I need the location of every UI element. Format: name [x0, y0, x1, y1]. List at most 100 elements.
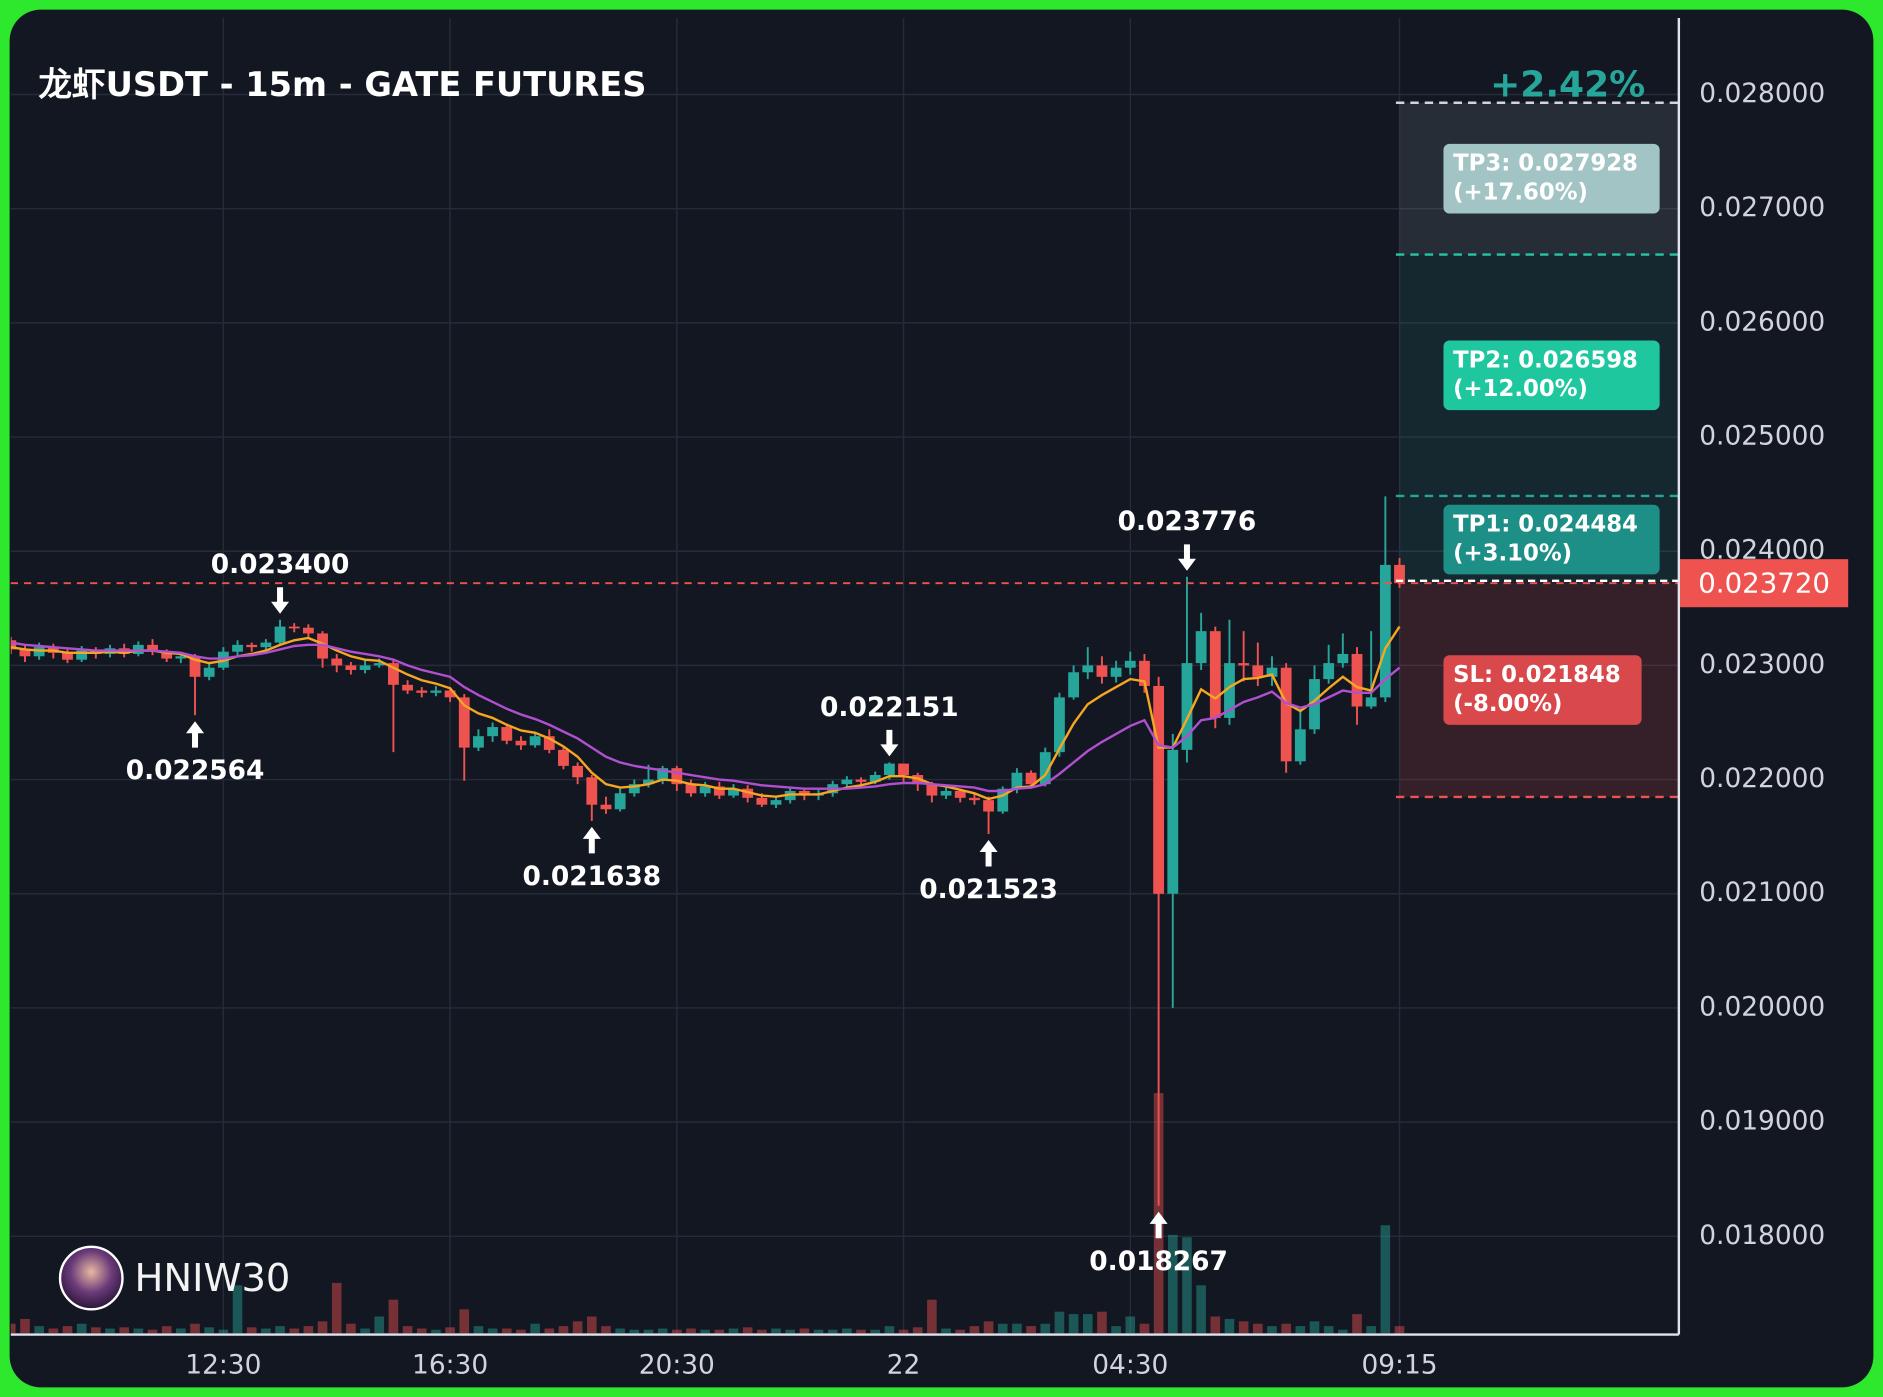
candle-body: [1294, 729, 1306, 762]
volume-bar: [161, 1326, 172, 1334]
volume-bar: [757, 1329, 767, 1334]
candle-body: [685, 784, 697, 794]
volume-bar: [1097, 1311, 1107, 1334]
volume-bar: [190, 1323, 200, 1334]
candle-body: [529, 736, 541, 746]
candle-body: [1337, 653, 1349, 664]
candle-body: [1181, 663, 1193, 750]
volume-bar: [487, 1328, 498, 1334]
volume-bar: [204, 1327, 214, 1334]
candle-body: [841, 779, 853, 785]
candle-body: [954, 790, 966, 798]
volume-bar: [1182, 1237, 1192, 1334]
volume-bar: [1394, 1326, 1405, 1334]
candle-body: [388, 663, 399, 685]
volume-bar: [1238, 1321, 1249, 1334]
volume-bar: [1295, 1326, 1306, 1334]
candle-body: [274, 626, 286, 643]
level-box: [1443, 340, 1660, 411]
volume-bar: [76, 1323, 87, 1334]
candle-body: [1209, 631, 1221, 718]
candle-body: [430, 690, 442, 693]
volume-bar: [572, 1321, 583, 1334]
candle-body: [1379, 564, 1391, 698]
candle-body: [1110, 667, 1122, 677]
volume-bar: [10, 1323, 16, 1334]
overlay-layer: 0.018000 0.019000 0.020000 0.021000 0.022000…: [10, 78, 1849, 1380]
y-tick-label: 0.025000: [1699, 421, 1825, 452]
volume-bar: [785, 1329, 795, 1334]
y-tick-label: 0.019000: [1699, 1106, 1825, 1137]
candle-body: [926, 784, 938, 796]
volume-bar: [48, 1328, 59, 1334]
candle-body: [62, 652, 73, 660]
volume-bar: [516, 1329, 526, 1334]
watermark-avatar: [58, 1245, 124, 1311]
volume-bar: [997, 1323, 1008, 1334]
candle-body: [1139, 660, 1150, 686]
volume-bar: [813, 1329, 824, 1334]
level-box: [1443, 143, 1660, 214]
candle-body: [373, 663, 385, 666]
volume-bar: [884, 1326, 895, 1334]
annotation-label: 0.021523: [919, 874, 1058, 905]
volume-bar: [1082, 1314, 1093, 1334]
candle-body: [487, 727, 499, 737]
candle-body: [1167, 749, 1179, 894]
volume-bar: [686, 1328, 696, 1334]
candle-body: [458, 697, 470, 748]
y-tick-label: 0.028000: [1699, 78, 1825, 109]
candle-body: [10, 640, 17, 650]
annotation-arrow: [880, 729, 899, 757]
volume-bar: [827, 1329, 838, 1334]
candle-body: [19, 649, 31, 657]
volume-bar: [1323, 1326, 1334, 1334]
volume-bar: [586, 1316, 597, 1334]
candle-body: [1252, 665, 1264, 677]
change-label: +2.42%: [1490, 64, 1645, 105]
candle-body: [586, 777, 598, 805]
volume-bar: [105, 1328, 115, 1334]
volume-bar: [1012, 1323, 1022, 1334]
candle-body: [1082, 665, 1094, 673]
candle-body: [997, 788, 1009, 812]
candle-body: [1096, 665, 1108, 677]
volume-bar: [672, 1329, 682, 1334]
candle-body: [402, 684, 413, 691]
candle-body: [302, 627, 314, 634]
volume-bar: [657, 1328, 668, 1334]
candle-body: [473, 736, 484, 748]
annotation-label: 0.023400: [211, 549, 350, 580]
volume-bar: [232, 1285, 243, 1334]
candle-body: [558, 749, 569, 766]
volume-bar: [898, 1329, 909, 1334]
candle-body: [657, 768, 669, 780]
volume-bar: [34, 1326, 44, 1334]
candle-body: [614, 793, 626, 810]
candle-body: [869, 775, 881, 782]
candle-body: [898, 763, 909, 776]
volume-bar: [728, 1328, 739, 1334]
y-tick-label: 0.026000: [1699, 306, 1825, 337]
volume-bar: [615, 1328, 625, 1334]
volume-bar: [1040, 1323, 1051, 1334]
volume-bar: [331, 1282, 342, 1334]
candle-body: [1124, 660, 1136, 668]
annotation-label: 0.021638: [522, 861, 661, 892]
x-tick-label: 20:30: [639, 1349, 715, 1380]
candle-body: [1224, 663, 1235, 718]
volume-bar: [431, 1329, 441, 1334]
candle-body: [728, 788, 739, 796]
volume-bar: [1125, 1316, 1136, 1334]
candle-body: [288, 626, 300, 629]
volume-bar: [714, 1329, 725, 1334]
x-tick-label: 04:30: [1092, 1349, 1168, 1380]
annotation-label: 0.022151: [820, 692, 959, 723]
volume-bar: [62, 1326, 73, 1334]
volume-bar: [147, 1329, 158, 1334]
candle-body: [1039, 752, 1051, 785]
candle-body: [1351, 653, 1363, 707]
volume-bar: [416, 1328, 427, 1334]
